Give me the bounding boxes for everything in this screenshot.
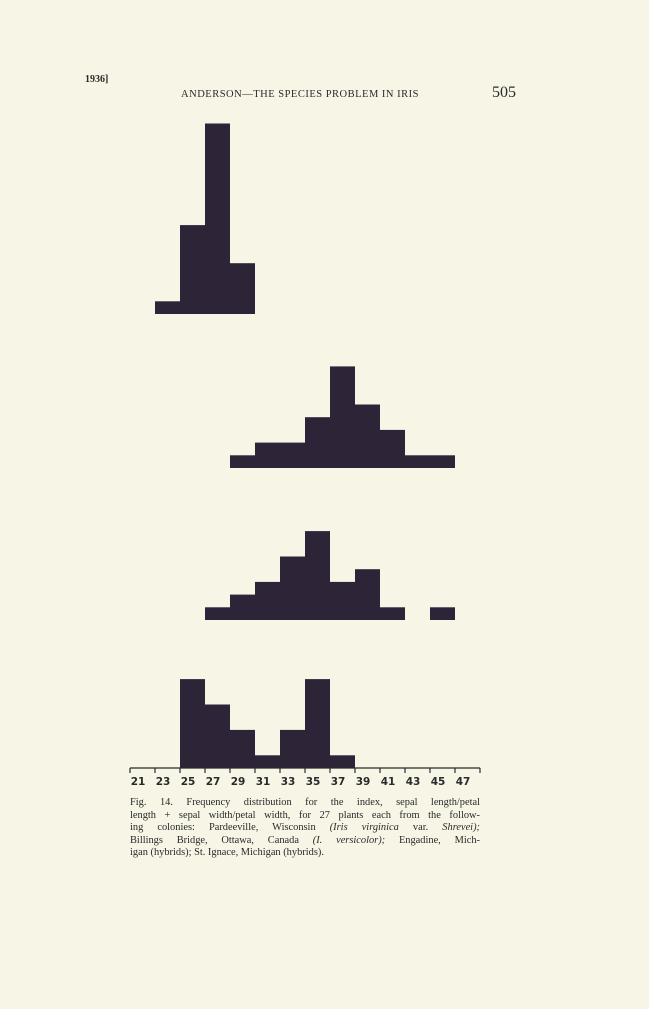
histogram-bar: [355, 569, 380, 620]
histogram-bar: [205, 607, 230, 620]
histogram-bar: [230, 594, 255, 620]
caption-line: igan (hybrids); St. Ignace, Michigan (hy…: [130, 847, 480, 860]
x-tick-label: 47: [456, 776, 471, 788]
histogram-bar: [230, 729, 255, 768]
histogram-bar: [305, 417, 330, 468]
x-tick-label: 31: [256, 776, 271, 788]
running-head-title: ANDERSON—THE SPECIES PROBLEM IN IRIS: [181, 89, 419, 100]
caption-text: ing colonies: Pardeeville, Wisconsin: [130, 822, 330, 834]
histogram-bar: [280, 556, 305, 620]
histogram-bar: [205, 123, 230, 314]
x-tick-label: 45: [431, 776, 446, 788]
histogram-bar: [430, 607, 455, 620]
caption-text: igan (hybrids); St. Ignace, Michigan (hy…: [130, 847, 324, 859]
histogram-bar: [230, 455, 255, 468]
histogram-bar: [180, 679, 205, 768]
caption-line: ing colonies: Pardeeville, Wisconsin (Ir…: [130, 822, 480, 835]
running-head-year: 1936]: [85, 74, 109, 85]
caption-text: Billings Bridge, Ottawa, Canada: [130, 834, 313, 846]
caption-text: Fig. 14. Frequency distribution for the …: [130, 797, 480, 808]
x-tick-label: 43: [406, 776, 421, 788]
x-tick-label: 27: [206, 776, 221, 788]
histogram-bar: [205, 704, 230, 768]
caption-text: (Iris virginica: [329, 822, 399, 834]
histogram-bar: [305, 679, 330, 768]
caption-text: Shrevei);: [442, 822, 480, 834]
caption-text: var.: [398, 822, 443, 834]
histogram-bar: [255, 755, 280, 768]
x-tick-label: 29: [231, 776, 246, 788]
histogram-bar: [255, 581, 280, 620]
caption-text: length + sepal width/petal width, for 27…: [130, 809, 480, 821]
histogram-bar: [430, 455, 455, 468]
histogram-bar: [280, 442, 305, 468]
x-tick-label: 39: [356, 776, 371, 788]
caption-text: Engadine, Mich-: [385, 834, 480, 846]
histogram-bar: [330, 755, 355, 768]
histogram-bar: [355, 404, 380, 468]
histogram-bar: [405, 455, 430, 468]
x-tick-label: 37: [331, 776, 346, 788]
x-tick-label: 23: [156, 776, 171, 788]
x-tick-label: 33: [281, 776, 296, 788]
histogram-bar: [380, 429, 405, 468]
histogram-bar: [330, 366, 355, 468]
histogram-bar: [280, 729, 305, 768]
x-tick-label: 21: [131, 776, 146, 788]
x-tick-label: 35: [306, 776, 321, 788]
histogram-bar: [330, 581, 355, 620]
caption: Fig. 14. Frequency distribution for the …: [130, 797, 480, 860]
page-number: 505: [492, 84, 516, 101]
caption-text: (I. versicolor);: [312, 834, 386, 846]
histogram-bar: [180, 225, 205, 314]
histogram-bar: [380, 607, 405, 620]
caption-line: length + sepal width/petal width, for 27…: [130, 810, 480, 823]
x-tick-label: 41: [381, 776, 396, 788]
x-tick-label: 25: [181, 776, 196, 788]
histogram-bar: [305, 531, 330, 620]
histogram-bar: [230, 263, 255, 314]
histogram-bar: [255, 442, 280, 468]
histogram-bar: [155, 301, 180, 314]
caption-line: Fig. 14. Frequency distribution for the …: [130, 797, 480, 810]
caption-line: Billings Bridge, Ottawa, Canada (I. vers…: [130, 835, 480, 848]
